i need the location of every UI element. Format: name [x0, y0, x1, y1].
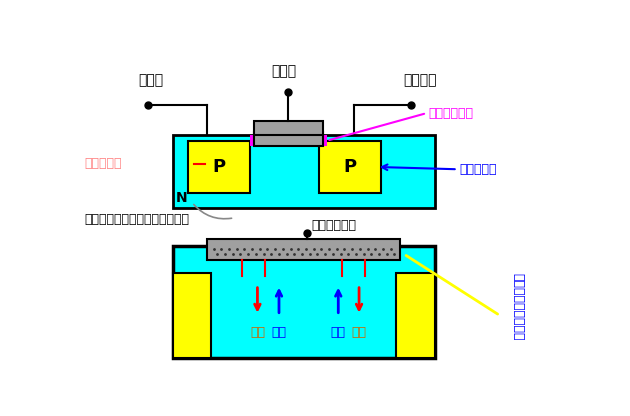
Bar — [173, 273, 211, 358]
Text: 電子が多い: 電子が多い — [84, 157, 122, 171]
Text: ソース: ソース — [138, 73, 163, 87]
Text: 正孔: 正孔 — [331, 326, 346, 339]
Text: 正孔が多い: 正孔が多い — [459, 163, 496, 176]
Bar — [253, 132, 323, 146]
Text: P: P — [212, 158, 226, 176]
Bar — [253, 121, 323, 135]
Text: N: N — [176, 191, 188, 205]
Text: 電子: 電子 — [352, 326, 367, 339]
Bar — [396, 273, 435, 358]
Bar — [207, 238, 400, 260]
Text: 電子: 電子 — [250, 326, 265, 339]
Bar — [207, 246, 400, 260]
Bar — [319, 141, 381, 193]
Text: ドレイン: ドレイン — [404, 73, 437, 87]
Text: 正孔: 正孔 — [272, 326, 287, 339]
Bar — [173, 246, 435, 358]
Text: P: P — [343, 158, 357, 176]
Bar — [249, 135, 327, 146]
Text: 正孔によって繋がる: 正孔によって繋がる — [512, 273, 525, 341]
Text: 空乏層によって遷断されている: 空乏層によって遷断されている — [84, 213, 189, 226]
Bar — [188, 141, 249, 193]
Text: ゲート酸化膜: ゲート酸化膜 — [428, 106, 473, 119]
Bar — [173, 135, 435, 208]
Text: マイナス電圧: マイナス電圧 — [311, 219, 357, 232]
Text: ゲート: ゲート — [272, 64, 296, 78]
